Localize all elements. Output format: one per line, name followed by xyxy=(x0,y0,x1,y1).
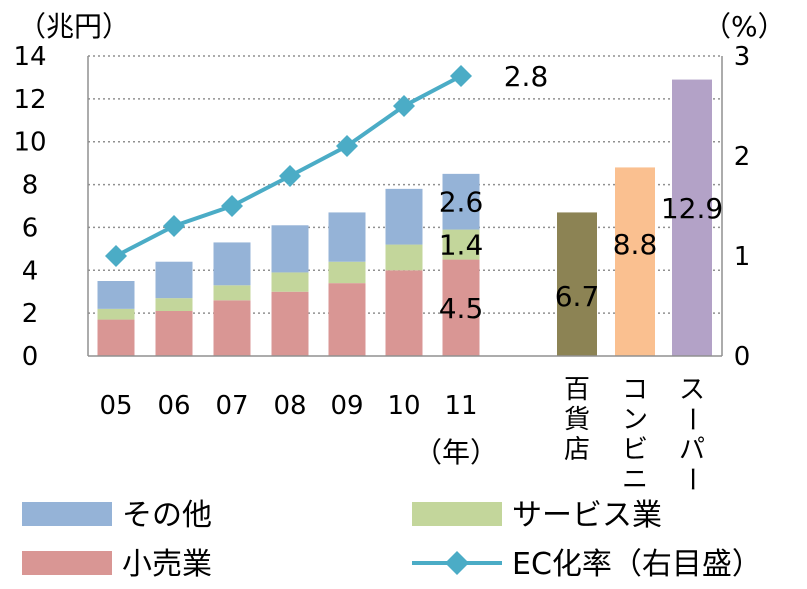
compare-category-char: ー xyxy=(676,466,706,492)
compare-bar-2 xyxy=(672,79,712,357)
bar-05-series-0 xyxy=(97,319,135,356)
compare-data-label: 6.7 xyxy=(555,280,600,313)
compare-data-label: 12.9 xyxy=(661,192,723,225)
x-unit-label: （年） xyxy=(414,436,498,469)
bar-06-series-1 xyxy=(155,298,193,311)
legend-swatch xyxy=(22,502,112,526)
year-tick-label: 09 xyxy=(330,391,363,421)
ec-rate-line xyxy=(105,65,472,267)
bar-09-series-1 xyxy=(328,261,366,284)
bars xyxy=(97,79,712,357)
compare-category-char: パ xyxy=(679,435,705,465)
stack-data-label: 2.6 xyxy=(439,186,484,219)
legend-label: EC化率（右目盛） xyxy=(512,547,762,582)
compare-category-char: ビ xyxy=(622,435,648,465)
bar-10-series-1 xyxy=(385,244,423,271)
compare-bar-0 xyxy=(557,212,597,356)
compare-bar-1 xyxy=(615,167,655,356)
bar-05-series-1 xyxy=(97,308,135,320)
compare-category-char: ン xyxy=(622,405,648,435)
year-tick-label: 05 xyxy=(99,391,132,421)
legend-label: 小売業 xyxy=(122,547,212,582)
compare-category-char: コ xyxy=(622,375,648,405)
ec-rate-point xyxy=(279,165,301,187)
right-tick-label: 0 xyxy=(734,342,751,372)
ec-rate-point xyxy=(393,95,415,117)
left-tick-label: 14 xyxy=(13,42,46,72)
data-labels: 4.5 1.4 2.6 2.8 6.7 8.812.9 xyxy=(439,60,723,325)
bar-09-series-0 xyxy=(328,283,366,356)
bar-11-series-0 xyxy=(442,259,480,356)
left-tick-label: 12 xyxy=(13,85,46,115)
year-tick-label: 10 xyxy=(387,391,420,421)
right-tick-label: 1 xyxy=(734,242,751,272)
legend-line-marker xyxy=(445,551,469,575)
bar-07-series-1 xyxy=(213,285,251,301)
legend-label: その他 xyxy=(122,498,212,533)
year-tick-label: 08 xyxy=(273,391,306,421)
ec-rate-point xyxy=(163,215,185,237)
stack-data-label: 1.4 xyxy=(439,229,484,262)
bar-11-series-2 xyxy=(442,173,480,230)
left-tick-label: 10 xyxy=(13,128,46,158)
bar-06-series-0 xyxy=(155,311,193,356)
bar-09-series-2 xyxy=(328,212,366,262)
compare-data-label: 8.8 xyxy=(613,228,658,261)
compare-category-char: ー xyxy=(676,406,706,432)
bar-05-series-2 xyxy=(97,281,135,309)
bar-08-series-1 xyxy=(271,272,309,292)
year-tick-label: 06 xyxy=(157,391,190,421)
bar-08-series-0 xyxy=(271,291,309,356)
stack-data-label: 4.5 xyxy=(439,292,484,325)
right-tick-label: 3 xyxy=(734,42,751,72)
ec-rate-point xyxy=(450,65,472,87)
bar-07-series-2 xyxy=(213,242,251,286)
bar-10-series-0 xyxy=(385,270,423,356)
ec-rate-point xyxy=(105,245,127,267)
legend-swatch xyxy=(412,502,502,526)
left-unit-label: （兆円） xyxy=(18,10,130,43)
left-tick-label: 2 xyxy=(22,299,39,329)
bar-07-series-0 xyxy=(213,300,251,356)
bar-06-series-2 xyxy=(155,261,193,299)
compare-category-char: ス xyxy=(679,375,705,405)
bar-10-series-2 xyxy=(385,188,423,245)
left-tick-label: 6 xyxy=(22,213,39,243)
year-tick-label: 11 xyxy=(444,391,477,421)
bar-08-series-2 xyxy=(271,225,309,273)
compare-category-char: 百 xyxy=(564,375,590,405)
ec-rate-data-label: 2.8 xyxy=(504,60,549,93)
right-tick-label: 2 xyxy=(734,142,751,172)
compare-category-char: 店 xyxy=(564,435,590,465)
left-tick-label: 4 xyxy=(22,256,39,286)
legend-label: サービス業 xyxy=(512,498,662,533)
compare-category-char: 貨 xyxy=(564,405,590,435)
ec-rate-point xyxy=(336,135,358,157)
right-unit-label: （%） xyxy=(703,10,786,43)
bar-11-series-1 xyxy=(442,229,480,260)
compare-category-char: ニ xyxy=(622,465,648,495)
left-tick-label: 8 xyxy=(22,171,39,201)
legend-swatch xyxy=(22,551,112,575)
left-tick-label: 0 xyxy=(22,342,39,372)
year-tick-label: 07 xyxy=(215,391,248,421)
ec-rate-point xyxy=(221,195,243,217)
